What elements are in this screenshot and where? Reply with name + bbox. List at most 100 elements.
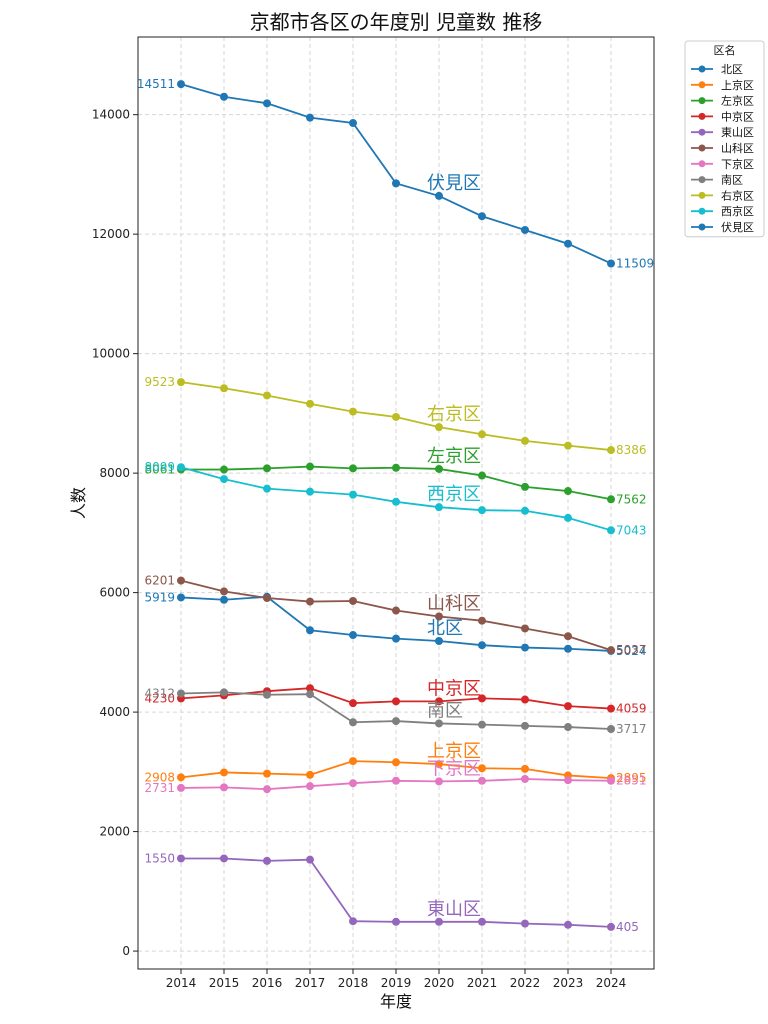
end-value-label: 5024 <box>616 644 647 658</box>
data-point <box>435 697 443 706</box>
legend-entry: 南区 <box>691 174 743 187</box>
series-7 <box>177 688 615 734</box>
y-tick-label: 2000 <box>99 825 130 839</box>
legend-frame <box>684 40 765 238</box>
legend-marker <box>698 97 706 105</box>
legend-entry: 山科区 <box>691 141 754 155</box>
y-tick-label: 6000 <box>99 586 130 600</box>
legend-entry: 下京区 <box>691 157 754 171</box>
data-point <box>435 777 443 786</box>
y-axis-label: 人数 <box>69 487 88 519</box>
data-point <box>521 643 529 652</box>
data-point <box>349 699 357 708</box>
data-point <box>392 179 400 188</box>
legend-marker <box>698 223 706 231</box>
end-value-label: 11509 <box>616 256 654 270</box>
end-value-label: 7043 <box>616 523 647 537</box>
data-point <box>177 854 185 863</box>
data-point <box>263 593 271 602</box>
start-value-label: 1550 <box>144 851 175 865</box>
data-point <box>564 487 572 496</box>
data-point <box>263 484 271 493</box>
data-point <box>564 920 572 929</box>
x-tick-label: 2020 <box>424 976 455 990</box>
data-point <box>349 779 357 788</box>
x-tick-label: 2018 <box>338 976 369 990</box>
data-point <box>521 775 529 784</box>
data-point <box>306 462 314 471</box>
data-point <box>435 191 443 200</box>
legend-label: 左京区 <box>721 94 754 108</box>
series-name-label: 左京区 <box>427 446 481 467</box>
series-10 <box>177 80 615 268</box>
start-value-label: 9523 <box>144 375 175 389</box>
legend-entry: 東山区 <box>691 126 754 139</box>
data-point <box>478 641 486 650</box>
data-point <box>220 688 228 697</box>
data-point <box>607 446 615 455</box>
legend-entry: 中京区 <box>691 109 754 123</box>
data-point <box>177 463 185 472</box>
data-point <box>607 922 615 931</box>
end-value-label: 8386 <box>616 443 647 457</box>
data-point <box>521 624 529 633</box>
start-value-label: 2731 <box>144 781 175 795</box>
y-axis: 0 2000 4000 6000 8000 10000 12000 14000 <box>92 108 138 958</box>
legend-marker <box>698 191 706 199</box>
legend-entry: 上京区 <box>691 78 754 92</box>
data-point <box>306 855 314 864</box>
data-point <box>220 92 228 101</box>
data-point <box>177 689 185 698</box>
data-point <box>478 212 486 221</box>
data-point <box>306 770 314 779</box>
y-tick-label: 10000 <box>92 347 130 361</box>
legend-marker <box>698 160 706 168</box>
y-tick-label: 14000 <box>92 108 130 122</box>
data-point <box>435 423 443 432</box>
data-point <box>220 783 228 792</box>
data-point <box>478 430 486 439</box>
start-value-label: 5919 <box>144 590 175 604</box>
data-point <box>521 506 529 515</box>
legend-marker <box>698 176 706 184</box>
data-point <box>564 239 572 248</box>
data-point <box>220 465 228 474</box>
legend-entry: 伏見区 <box>691 220 754 234</box>
series-4 <box>177 854 615 931</box>
series-name-label: 中京区 <box>427 678 481 699</box>
data-point <box>435 464 443 473</box>
legend-label: 西京区 <box>721 204 754 218</box>
data-point <box>607 725 615 734</box>
data-point <box>392 497 400 506</box>
data-point <box>306 113 314 122</box>
data-point <box>478 616 486 625</box>
data-point <box>607 704 615 713</box>
start-value-label: 14511 <box>137 77 175 91</box>
legend-label: 南区 <box>721 174 743 187</box>
series-name-label: 北区 <box>427 618 463 639</box>
data-point <box>564 723 572 732</box>
start-value-label: 6201 <box>144 574 175 588</box>
legend-marker <box>698 65 706 73</box>
legend-marker <box>698 144 706 152</box>
data-point <box>392 758 400 767</box>
start-value-label: 4312 <box>144 686 175 700</box>
legend-entry: 左京区 <box>691 94 754 108</box>
legend-entry: 右京区 <box>691 188 754 202</box>
legend-marker <box>698 128 706 136</box>
data-point <box>521 482 529 491</box>
data-point <box>220 475 228 484</box>
data-point <box>521 225 529 234</box>
data-point <box>607 776 615 785</box>
legend-label: 伏見区 <box>721 220 754 234</box>
x-tick-label: 2014 <box>166 976 197 990</box>
data-point <box>564 441 572 450</box>
end-value-label: 4059 <box>616 702 647 716</box>
series-name-label: 下京区 <box>427 758 481 779</box>
data-point <box>263 391 271 400</box>
legend-marker <box>698 81 706 89</box>
data-point <box>220 768 228 777</box>
data-point <box>564 644 572 653</box>
